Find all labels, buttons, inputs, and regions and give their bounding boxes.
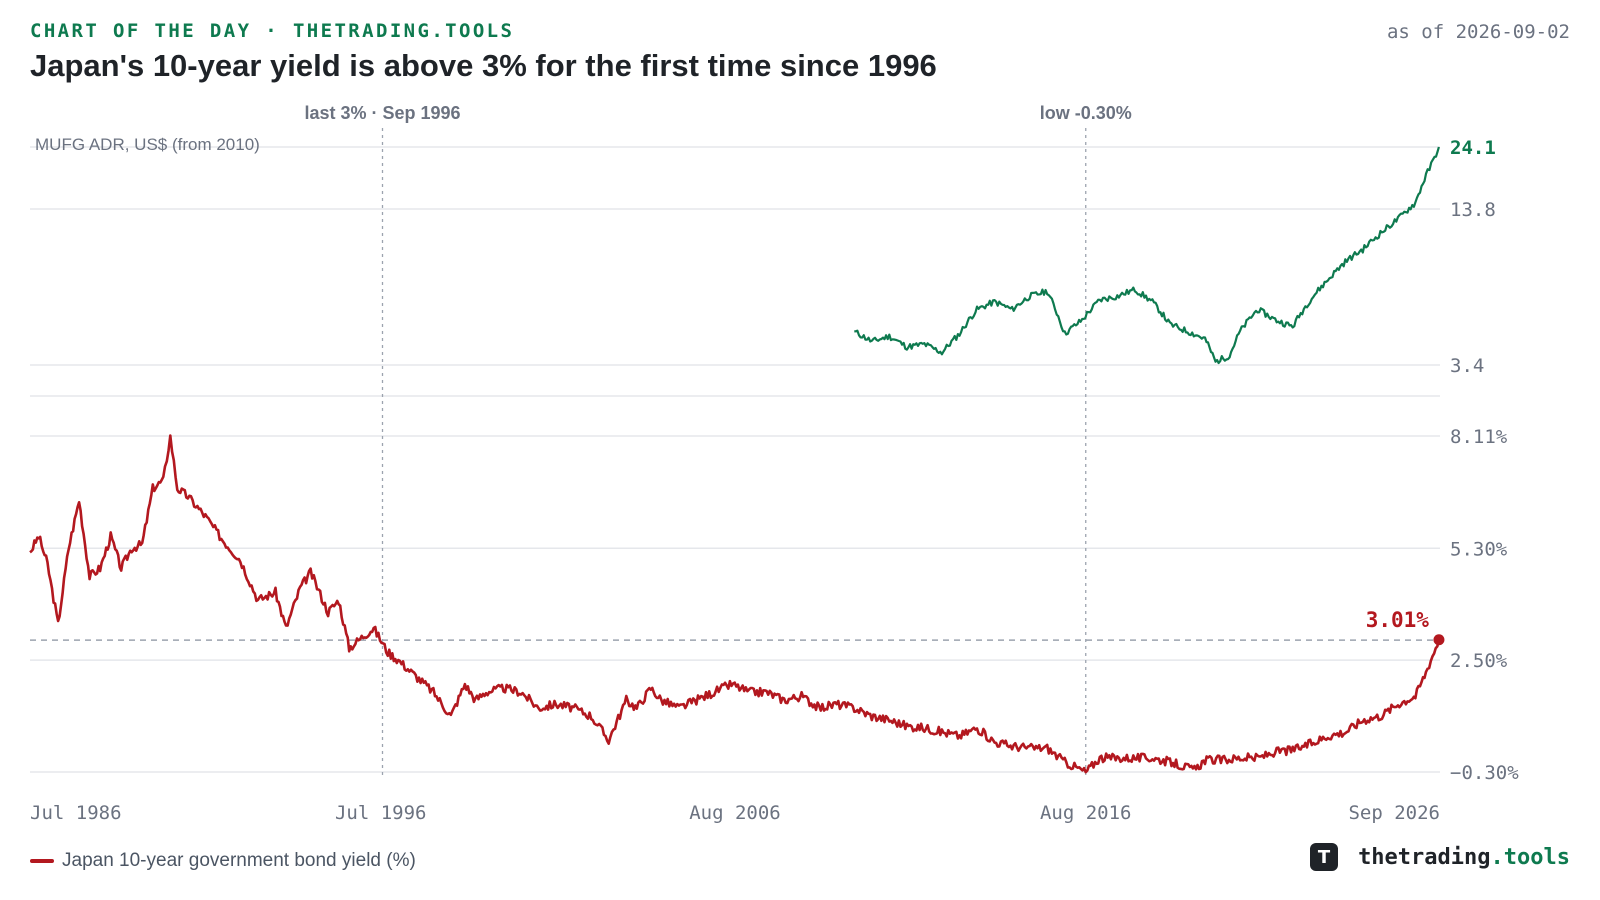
top-axis-tick-label: 13.8: [1450, 199, 1496, 221]
x-axis-tick-label: Jul 1986: [30, 802, 122, 824]
chart-kicker: CHART OF THE DAY · THETRADING.TOOLS: [30, 20, 515, 42]
legend-swatch: [30, 859, 54, 863]
brand-suffix: .tools: [1490, 844, 1570, 870]
x-axis-tick-label: Aug 2006: [689, 802, 781, 824]
legend-label: Japan 10-year government bond yield (%): [62, 850, 416, 871]
top-panel-label: MUFG ADR, US$ (from 2010): [35, 135, 260, 154]
bottom-axis-tick-label: 2.50%: [1450, 650, 1508, 672]
mufg-series-line: [854, 146, 1440, 365]
jgb-last-value-label: 3.01%: [1366, 608, 1430, 632]
brand-logo-lockup[interactable]: T thetrading .tools: [1310, 843, 1570, 871]
bottom-axis-tick-label: 5.30%: [1450, 538, 1508, 560]
brand-logo-icon: T: [1310, 843, 1339, 871]
bottom-axis-tick-label: 8.11%: [1450, 426, 1508, 448]
top-axis-tick-label: 24.1: [1450, 137, 1496, 159]
bottom-axis-tick-label: −0.30%: [1450, 762, 1519, 784]
x-axis-tick-label: Aug 2016: [1040, 802, 1132, 824]
chart-title: Japan's 10-year yield is above 3% for th…: [30, 48, 937, 83]
jgb-yield-series-line: [29, 434, 1441, 774]
as-of-date: as of 2026-09-02: [1386, 21, 1570, 43]
jgb-last-point: [1433, 634, 1445, 646]
legend: Japan 10-year government bond yield (%): [30, 850, 416, 872]
top-axis-tick-label: 3.4: [1450, 355, 1484, 377]
annotation-label: last 3% · Sep 1996: [304, 103, 460, 123]
x-axis-tick-label: Jul 1996: [335, 802, 427, 824]
x-axis-tick-label: Sep 2026: [1348, 802, 1440, 824]
annotation-label: low -0.30%: [1040, 103, 1132, 123]
brand-name: thetrading: [1358, 844, 1491, 870]
